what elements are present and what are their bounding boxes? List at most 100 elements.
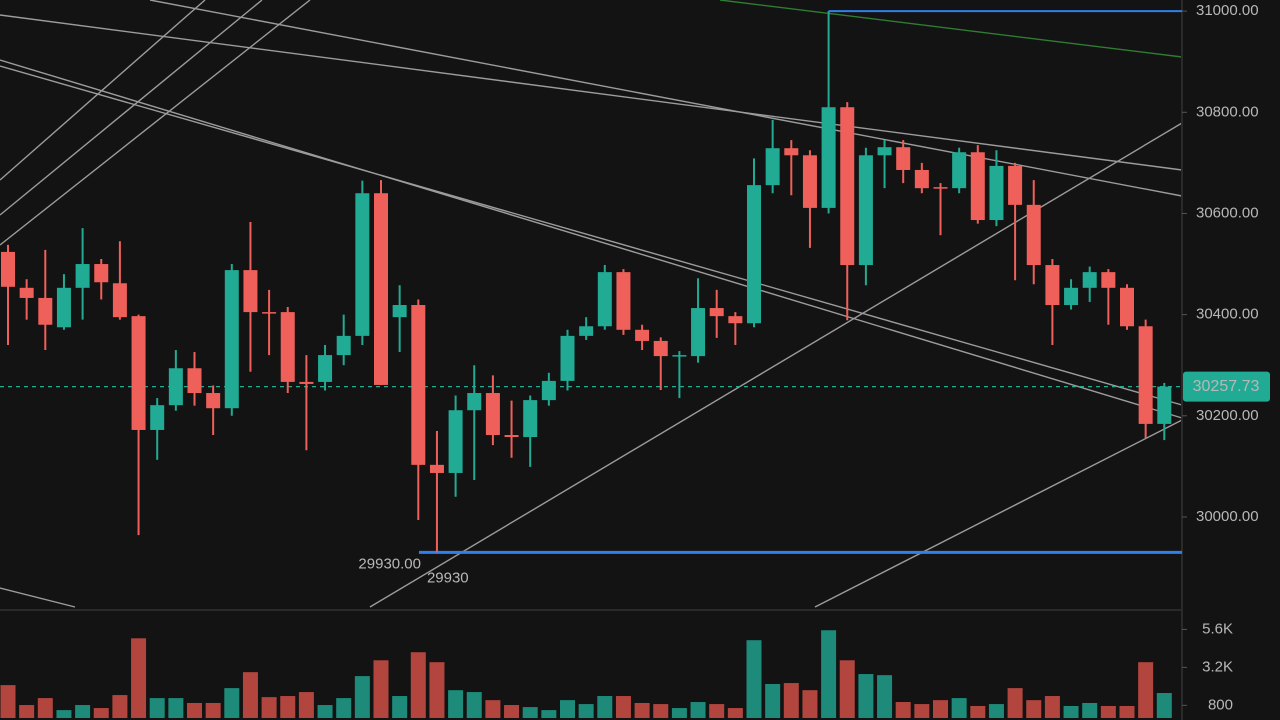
- candle-body: [989, 165, 1004, 221]
- low-label: 29930.00: [358, 555, 421, 572]
- volume-bar: [37, 698, 53, 718]
- volume-bar: [895, 702, 911, 718]
- candle-body: [467, 393, 482, 411]
- volume-bar: [1026, 700, 1042, 718]
- volume-bar: [1044, 696, 1060, 718]
- candle-body: [858, 155, 873, 266]
- volume-bar: [970, 705, 986, 718]
- candle-body: [653, 340, 668, 357]
- candle-body: [19, 287, 34, 298]
- volume-bar: [1007, 688, 1023, 718]
- volume-bar: [75, 705, 91, 718]
- volume-bar: [578, 704, 594, 718]
- drawings: [0, 0, 1183, 608]
- candle-body: [933, 187, 948, 189]
- volume-bar: [149, 698, 165, 718]
- trend-line: [0, 59, 1183, 419]
- candle-body: [355, 193, 370, 336]
- candle-body: [318, 355, 333, 382]
- candle-body: [1138, 326, 1153, 424]
- candle-body: [821, 107, 836, 208]
- volume-bar: [634, 702, 650, 718]
- candle-body: [56, 287, 71, 328]
- volume-bar: [1119, 705, 1135, 718]
- volume-bar: [615, 696, 631, 718]
- candle-body: [411, 305, 426, 465]
- volume-bar: [783, 683, 799, 718]
- trend-line: [0, 65, 1183, 406]
- volume-bar: [1156, 693, 1172, 718]
- y-tick-label: 30400.00: [1196, 306, 1259, 323]
- candle-body: [1045, 265, 1060, 306]
- candle-body: [728, 316, 743, 324]
- candle-body: [1064, 287, 1079, 306]
- volume-bar: [336, 698, 352, 718]
- volume-bar: [410, 652, 426, 718]
- candle-body: [38, 297, 53, 325]
- candle-body: [672, 355, 687, 357]
- candle-body: [1, 251, 15, 287]
- volume-bar: [205, 702, 221, 718]
- candle-body: [1008, 165, 1023, 205]
- candle-body: [635, 329, 650, 341]
- trend-line: [149, 0, 1183, 197]
- volume-bar: [802, 690, 818, 718]
- volume-bar: [131, 638, 147, 718]
- volume-bar: [0, 685, 16, 718]
- candle-body: [262, 312, 277, 314]
- volume-tick-label: 5.6K: [1202, 620, 1233, 637]
- volume-bar: [112, 695, 128, 718]
- candle-body: [802, 155, 817, 208]
- volume-bar: [280, 696, 296, 718]
- volume-bar: [429, 662, 445, 718]
- candle-body: [579, 326, 594, 336]
- candle-body: [1120, 287, 1134, 327]
- candle-body: [374, 193, 388, 385]
- volume-bar: [597, 696, 613, 718]
- volume-bar: [504, 705, 520, 718]
- candle-body: [336, 335, 351, 356]
- volume-bar: [1138, 662, 1154, 718]
- trend-line: [0, 0, 311, 246]
- volume-bar: [671, 708, 687, 718]
- candle-body: [691, 308, 706, 357]
- candle-body: [784, 148, 799, 156]
- volume-bar: [93, 708, 109, 718]
- candle-body: [896, 147, 911, 170]
- volume-bar: [839, 660, 855, 718]
- candle-body: [1082, 272, 1097, 288]
- candle-body: [150, 405, 165, 430]
- volume-bar: [448, 690, 464, 718]
- candle-body: [560, 335, 575, 381]
- volume-bar: [392, 696, 408, 718]
- candle-body: [840, 107, 855, 266]
- low-short-label: 29930: [427, 569, 469, 586]
- volume-bar: [1063, 705, 1079, 718]
- volume-bar: [727, 708, 743, 718]
- trend-line: [814, 419, 1183, 608]
- volume-bar: [373, 660, 389, 718]
- trend-line: [0, 0, 206, 181]
- y-tick-label: 30000.00: [1196, 508, 1259, 525]
- y-tick-label: 30800.00: [1196, 103, 1259, 120]
- y-tick-label: 30600.00: [1196, 204, 1259, 221]
- candle-body: [448, 410, 463, 473]
- volume-bar: [242, 672, 258, 718]
- candle-body: [280, 312, 295, 382]
- candle-body: [94, 264, 109, 283]
- volume-bar: [858, 674, 874, 718]
- candle-body: [914, 169, 929, 189]
- last-price-box: [1183, 371, 1270, 402]
- candle-body: [168, 368, 183, 406]
- candle-body: [747, 185, 761, 324]
- candle-body: [1101, 272, 1116, 288]
- volume-bar: [765, 684, 781, 718]
- volume-bar: [466, 692, 482, 718]
- volume-bar: [560, 700, 575, 718]
- candle-body: [131, 316, 146, 430]
- candle-body: [970, 152, 985, 221]
- volume-bar: [224, 688, 240, 718]
- y-tick-label: 30200.00: [1196, 407, 1259, 424]
